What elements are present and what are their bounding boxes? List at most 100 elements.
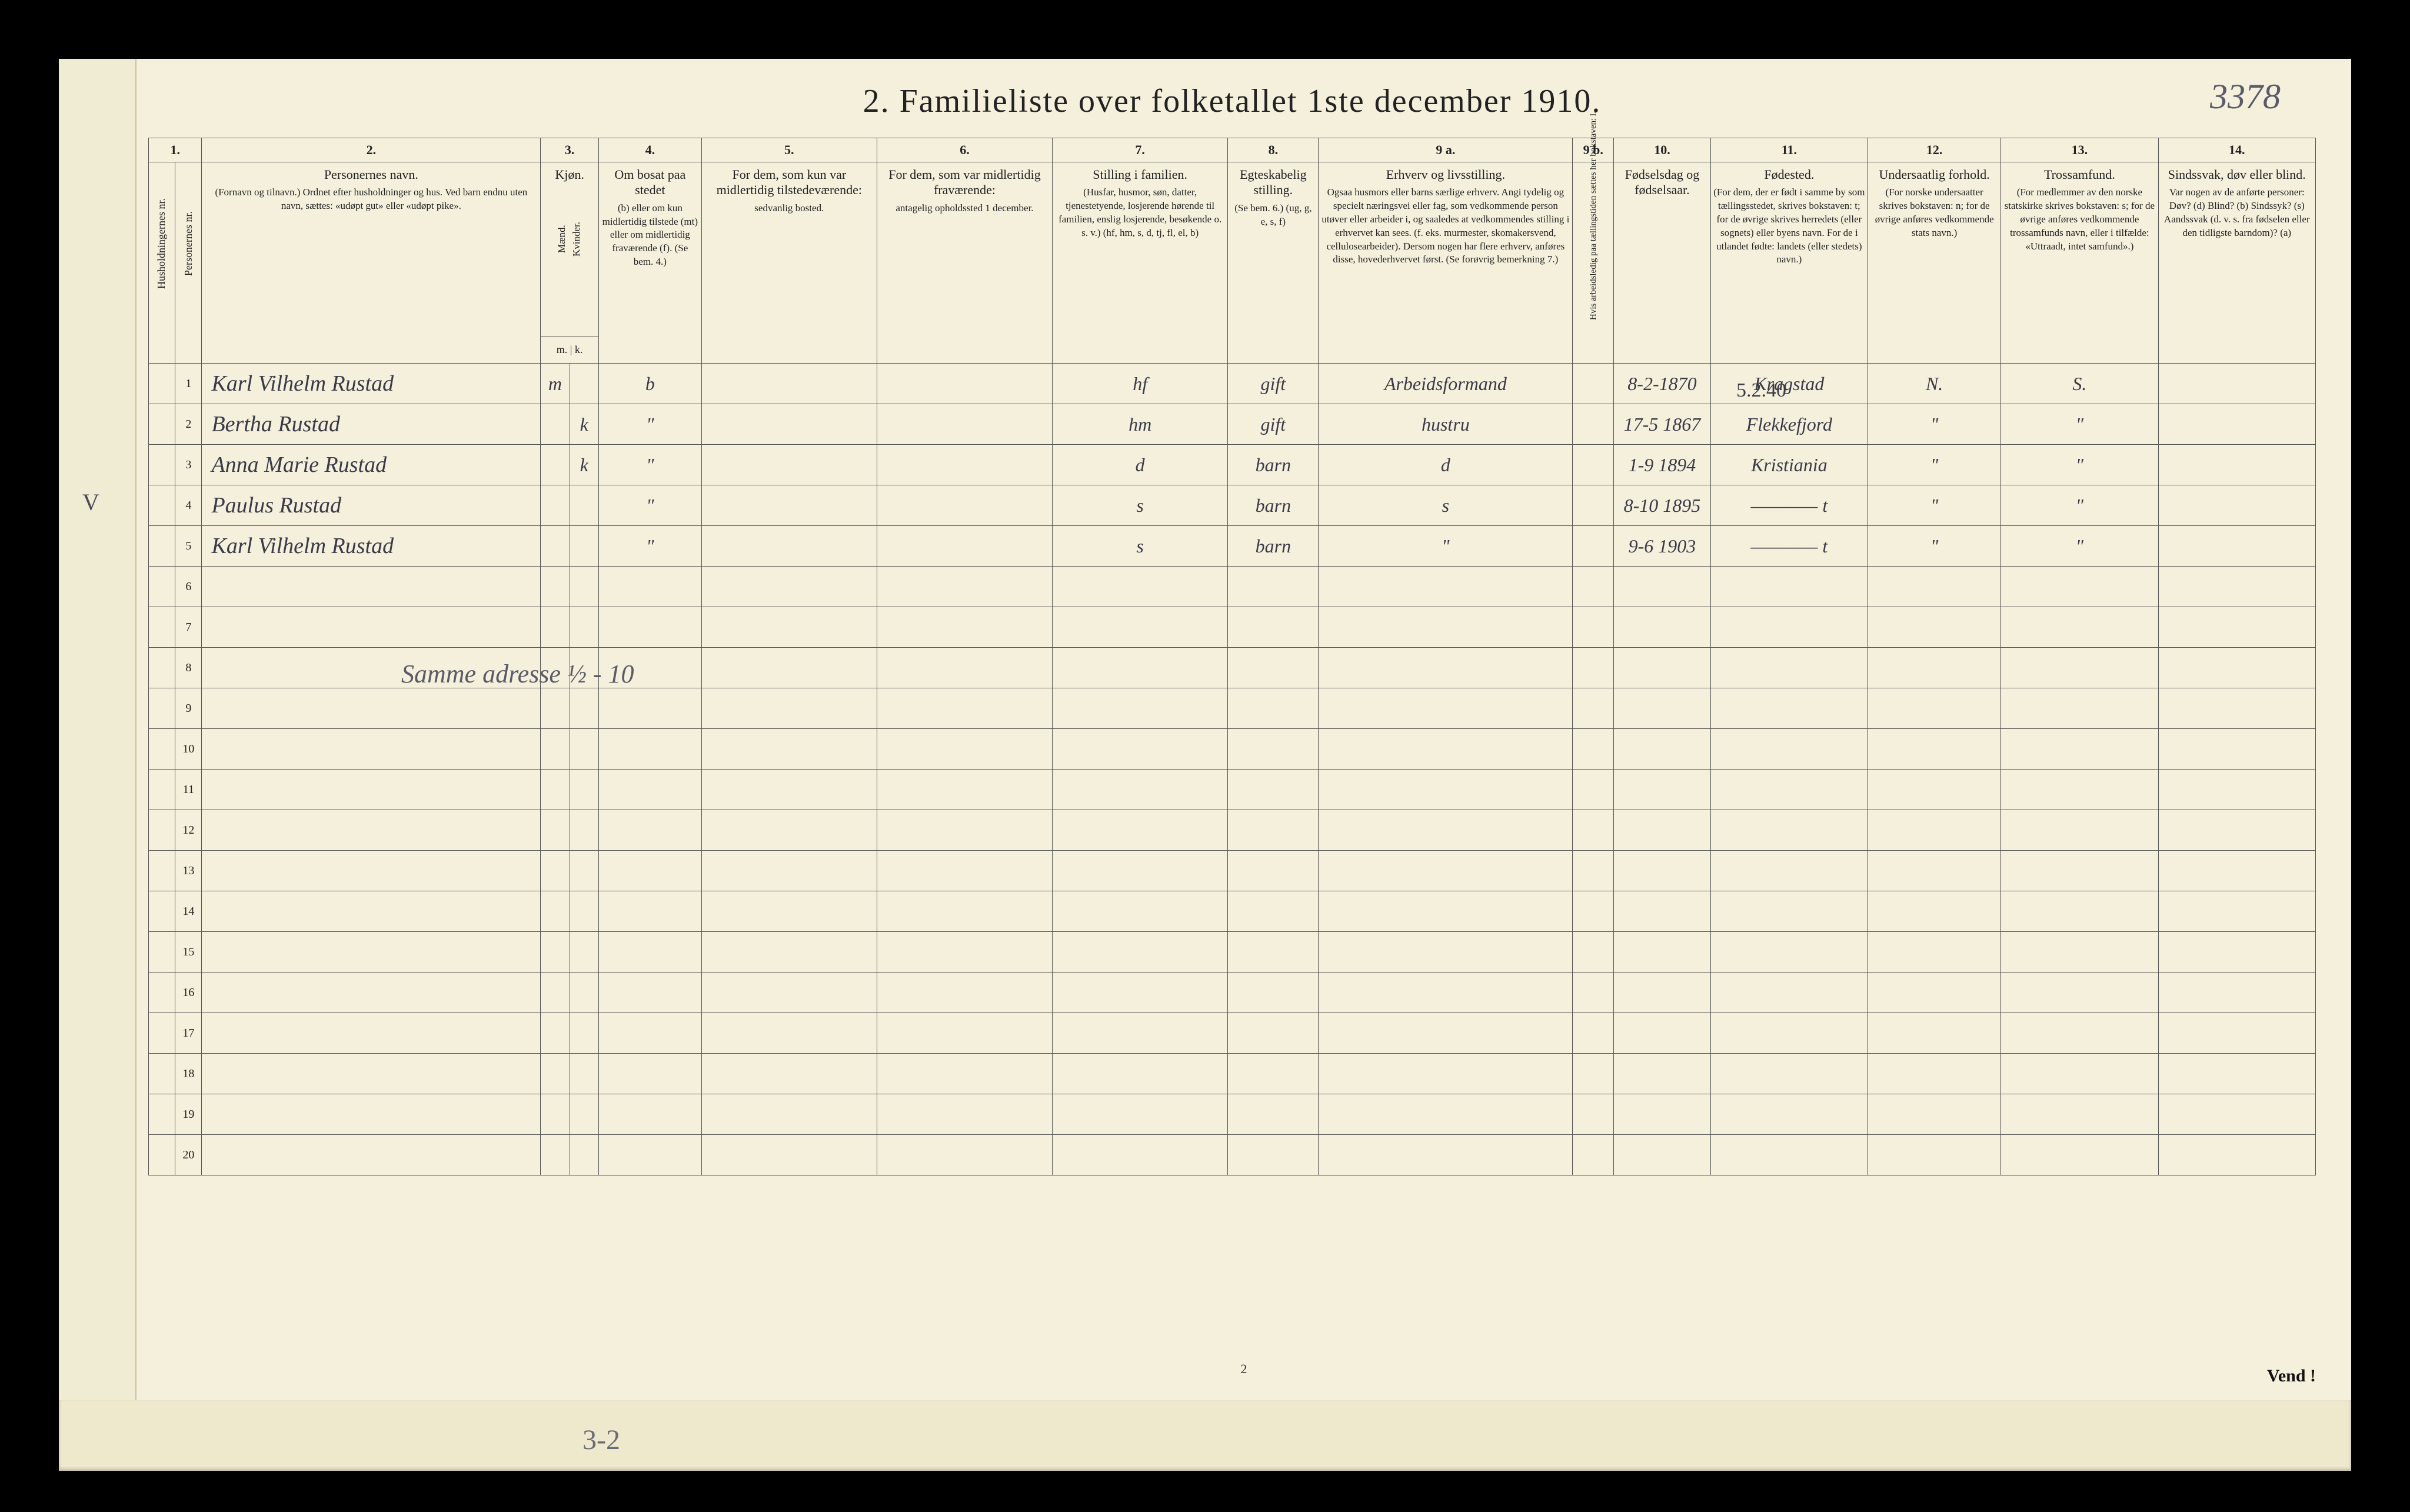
table-cell: 10: [175, 729, 202, 770]
table-row: 6: [149, 567, 2316, 607]
table-cell: [1228, 1013, 1319, 1054]
table-cell: 17-5 1867: [1614, 404, 1711, 445]
table-cell: [1868, 770, 2001, 810]
table-cell: 8-10 1895: [1614, 485, 1711, 526]
table-cell: gift: [1228, 404, 1319, 445]
table-cell: [1228, 851, 1319, 891]
table-cell: [202, 1135, 541, 1175]
table-cell: [1710, 607, 1868, 648]
table-cell: [541, 973, 570, 1013]
table-row: 12: [149, 810, 2316, 851]
sex-mk: m. | k.: [541, 337, 599, 364]
table-cell: [877, 851, 1052, 891]
table-cell: [1053, 688, 1228, 729]
table-row: 11: [149, 770, 2316, 810]
table-cell: [598, 729, 701, 770]
table-cell: [701, 973, 877, 1013]
overlay-address-note: Samme adresse ½ - 10: [401, 659, 634, 689]
table-cell: [149, 973, 175, 1013]
table-cell: ": [598, 404, 701, 445]
table-cell: ": [598, 526, 701, 567]
table-cell: [1573, 1135, 1614, 1175]
table-cell: [1319, 932, 1573, 973]
table-cell: 6: [175, 567, 202, 607]
table-cell: [1573, 973, 1614, 1013]
table-cell: [1614, 1094, 1711, 1135]
table-cell: Kristiania: [1710, 445, 1868, 485]
table-row: 15: [149, 932, 2316, 973]
table-cell: [1053, 567, 1228, 607]
table-cell: [1710, 770, 1868, 810]
table-cell: k: [570, 404, 598, 445]
table-cell: [149, 648, 175, 688]
table-cell: [598, 1135, 701, 1175]
table-row: 2Bertha Rustadk"hmgifthustru17-5 1867Fle…: [149, 404, 2316, 445]
table-cell: barn: [1228, 526, 1319, 567]
table-cell: [541, 607, 570, 648]
table-cell: [2158, 1094, 2315, 1135]
table-cell: [541, 1135, 570, 1175]
table-cell: [1710, 1013, 1868, 1054]
table-cell: [1319, 770, 1573, 810]
table-cell: [1710, 729, 1868, 770]
table-cell: [2001, 770, 2158, 810]
table-cell: [541, 851, 570, 891]
table-cell: [877, 445, 1052, 485]
table-cell: [2001, 1135, 2158, 1175]
table-cell: [541, 810, 570, 851]
table-cell: [1868, 607, 2001, 648]
table-cell: [598, 567, 701, 607]
table-cell: [877, 364, 1052, 404]
table-cell: [149, 445, 175, 485]
table-cell: [149, 404, 175, 445]
table-cell: [1868, 1094, 2001, 1135]
table-cell: [541, 729, 570, 770]
table-cell: [202, 1094, 541, 1135]
table-cell: 14: [175, 891, 202, 932]
table-cell: [1228, 1135, 1319, 1175]
table-cell: [1573, 445, 1614, 485]
header-temp-present: For dem, som kun var midlertidig tilsted…: [701, 162, 877, 364]
table-cell: k: [570, 445, 598, 485]
table-cell: [1868, 932, 2001, 973]
table-cell: [1319, 729, 1573, 770]
table-cell: [2158, 932, 2315, 973]
table-cell: [877, 973, 1052, 1013]
table-cell: [877, 810, 1052, 851]
table-row: 1Karl Vilhelm RustadmbhfgiftArbeidsforma…: [149, 364, 2316, 404]
table-cell: [570, 1054, 598, 1094]
table-cell: [1573, 688, 1614, 729]
table-cell: [541, 932, 570, 973]
table-cell: [570, 891, 598, 932]
table-cell: [1319, 607, 1573, 648]
table-cell: s: [1319, 485, 1573, 526]
header-unemployed: Hvis arbeidsledig paa tællingstiden sætt…: [1573, 162, 1614, 364]
margin-checkmark: V: [82, 488, 99, 516]
table-cell: [877, 567, 1052, 607]
table-cell: [1614, 1013, 1711, 1054]
handwritten-page-number: 3378: [2210, 76, 2281, 117]
table-cell: [2158, 891, 2315, 932]
table-cell: [202, 567, 541, 607]
table-cell: [1228, 770, 1319, 810]
table-cell: [2001, 1013, 2158, 1054]
table-cell: [1319, 1054, 1573, 1094]
table-cell: [1614, 932, 1711, 973]
table-cell: [2001, 567, 2158, 607]
header-occupation: Erhverv og livsstilling. Ogsaa husmors e…: [1319, 162, 1573, 364]
table-cell: [149, 485, 175, 526]
table-cell: [1868, 1013, 2001, 1054]
header-temp-absent: For dem, som var midlertidig fraværende:…: [877, 162, 1052, 364]
table-cell: [1614, 648, 1711, 688]
table-cell: [1319, 973, 1573, 1013]
colnum-9a: 9 a.: [1319, 138, 1573, 162]
table-cell: [1573, 729, 1614, 770]
table-cell: [1614, 973, 1711, 1013]
table-cell: [149, 567, 175, 607]
table-cell: Karl Vilhelm Rustad: [202, 364, 541, 404]
table-cell: [1573, 567, 1614, 607]
table-cell: [1319, 891, 1573, 932]
table-cell: [1053, 891, 1228, 932]
table-cell: ": [1868, 526, 2001, 567]
table-cell: [701, 607, 877, 648]
